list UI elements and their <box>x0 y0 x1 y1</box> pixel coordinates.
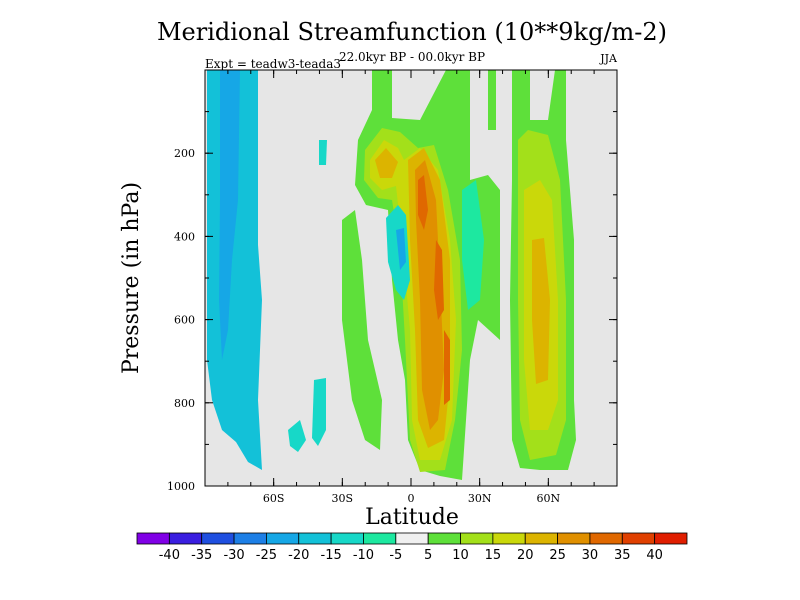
colorbar-label: -35 <box>191 548 212 563</box>
x-tick-label: 0 <box>408 492 415 505</box>
colorbar-swatch <box>201 532 235 545</box>
colorbar-swatch <box>557 532 591 545</box>
contour-fill-pos-5 <box>342 210 382 450</box>
colorbar-swatch <box>589 532 623 545</box>
contour-fill-neg-15-equator <box>396 228 406 270</box>
x-tick-label: 60S <box>263 492 285 505</box>
colorbar: -40 -35 -30 -25 -20 -15 -10 -5 5 10 15 20 25 30 35 40 <box>136 532 688 563</box>
plot-area: 60S 30S 0 30N 60N 200 400 600 800 1000 <box>167 69 618 505</box>
contour-fill-pos-20-north <box>532 238 550 384</box>
colorbar-label: -30 <box>223 548 244 563</box>
colorbar-swatch <box>266 532 300 545</box>
y-axis-ticks: 200 400 600 800 1000 <box>167 111 617 493</box>
colorbar-label: 35 <box>614 548 631 563</box>
colorbar-label: 10 <box>452 548 469 563</box>
contour-fill-neg-10-c <box>319 140 327 165</box>
colorbar-label: 15 <box>485 548 502 563</box>
colorbar-label: 40 <box>646 548 663 563</box>
colorbar-label: -20 <box>288 548 309 563</box>
colorbar-swatch <box>524 532 558 545</box>
colorbar-swatch <box>136 532 170 545</box>
colorbar-label: 20 <box>517 548 534 563</box>
colorbar-swatch <box>233 532 267 545</box>
colorbar-swatch <box>654 532 688 545</box>
chart-title: Meridional Streamfunction (10**9kg/m-2) <box>157 18 667 46</box>
contour-fill-pos-30 <box>418 175 428 230</box>
y-tick-label: 800 <box>174 397 195 410</box>
colorbar-swatch <box>460 532 494 545</box>
subtitle-right: JJA <box>599 52 618 65</box>
y-tick-label: 200 <box>174 147 195 160</box>
contour-fill-neg-20 <box>219 70 240 360</box>
contour-fill-pos-20 <box>375 148 398 178</box>
contour-fill-pos-30-lower <box>434 240 444 320</box>
colorbar-swatch <box>330 532 364 545</box>
contour-fill-pos-30-bottom <box>444 330 450 405</box>
colorbar-swatch <box>363 532 397 545</box>
colorbar-label: -5 <box>389 548 402 563</box>
x-axis-ticks: 60S 30S 0 30N 60N <box>227 70 595 505</box>
contour-fill-pos-5-upper <box>488 70 496 130</box>
subtitle-center: 22.0kyr BP - 00.0kyr BP <box>339 50 485 64</box>
x-tick-label: 30S <box>332 492 354 505</box>
colorbar-swatch <box>298 532 332 545</box>
colorbar-swatch <box>395 532 429 545</box>
contour-fill-neg-5-band <box>462 180 484 310</box>
y-tick-label: 400 <box>174 230 195 243</box>
x-axis-label: Latitude <box>365 505 459 530</box>
colorbar-swatch <box>492 532 526 545</box>
colorbar-label: 5 <box>424 548 432 563</box>
colorbar-swatch <box>168 532 203 545</box>
colorbar-label: 25 <box>549 548 566 563</box>
colorbar-label: -40 <box>159 548 180 563</box>
colorbar-swatch <box>427 532 461 545</box>
x-tick-label: 30N <box>468 492 492 505</box>
contour-fill-neg-10-a <box>288 420 306 452</box>
contour-fill-neg-10-b <box>312 378 326 446</box>
subtitle-left: Expt = teadw3-teada3 <box>205 57 341 71</box>
contour-fill-pos-25 <box>415 160 444 430</box>
colorbar-label: -25 <box>256 548 277 563</box>
colorbar-label: 30 <box>582 548 599 563</box>
colorbar-label: -15 <box>321 548 342 563</box>
colorbar-label: -10 <box>353 548 374 563</box>
x-tick-label: 60N <box>537 492 561 505</box>
y-axis-label: Pressure (in hPa) <box>119 182 144 374</box>
y-tick-label: 1000 <box>167 480 195 493</box>
colorbar-swatch <box>621 532 656 545</box>
y-tick-label: 600 <box>174 314 195 327</box>
